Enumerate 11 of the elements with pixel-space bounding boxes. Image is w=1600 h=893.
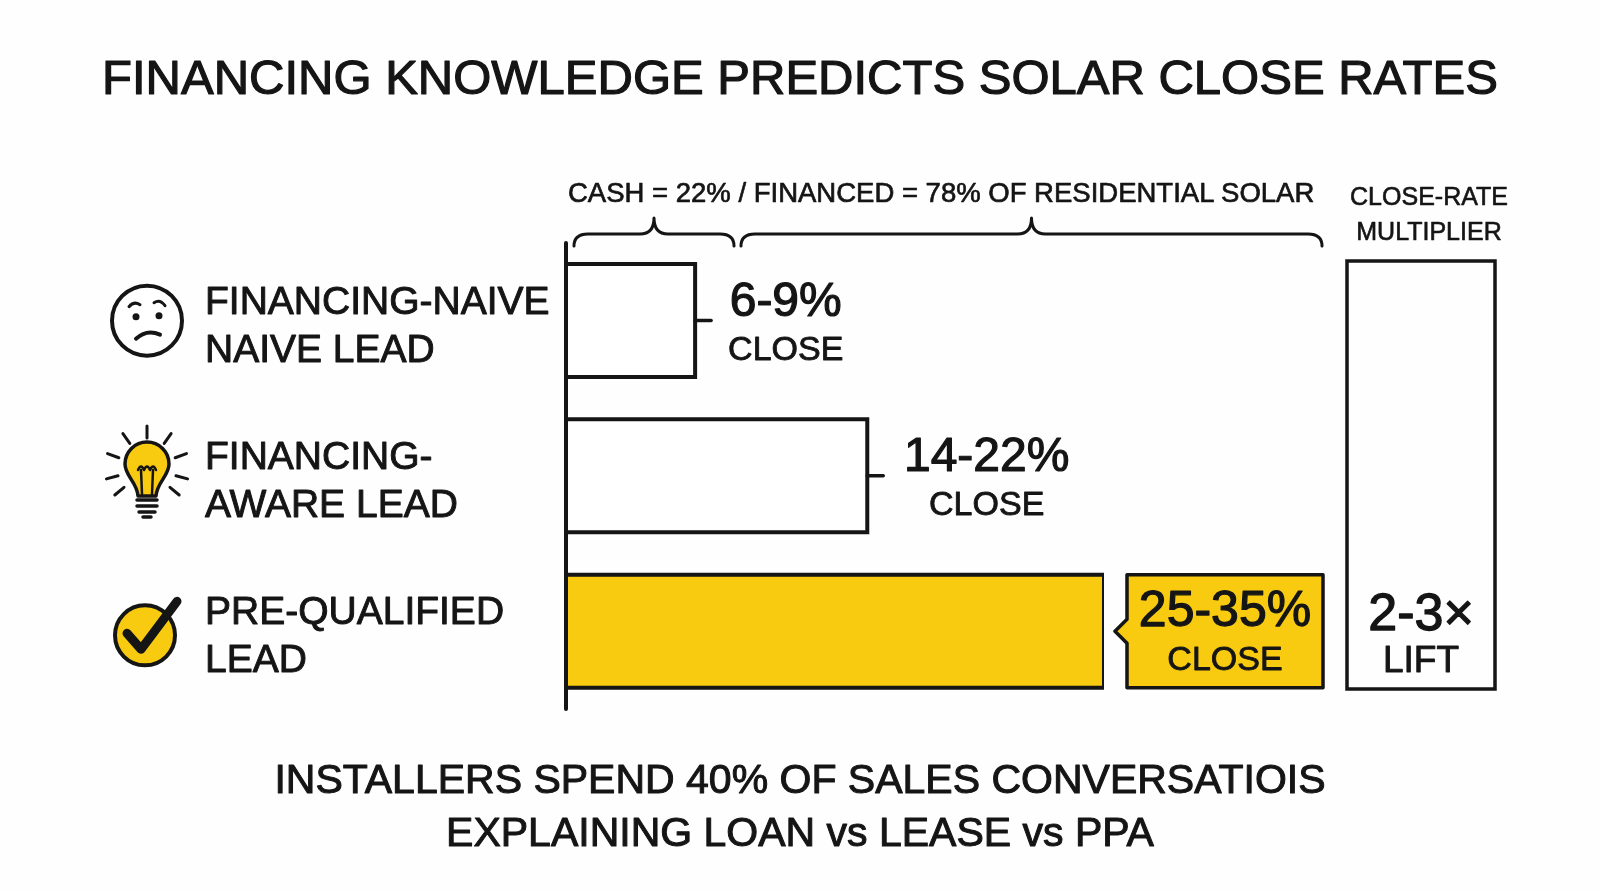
text: 2-3× LIFT — [1368, 583, 1474, 680]
y-tick-label: FINANCING-NAIVE NAIVE LEAD — [205, 278, 550, 370]
y-tick-label: FINANCING-AWARE LEAD — [205, 433, 458, 525]
data-label: 6-9% CLOSE — [728, 272, 844, 367]
y-tick-label: PRE-QUALIFIED LEAD — [205, 588, 505, 680]
data-label: 14-22% CLOSE — [903, 427, 1070, 522]
text: CASH = 22% / FINANCED = 78% OF RESIDENTIAL SOLAR — [568, 176, 1315, 208]
text: INSTALLERS SPEND 40% OF SALES CONVERSATIOIS EXPLAINING LOAN vs LEASE vs PPA — [274, 756, 1326, 855]
chart-title: FINANCING KNOWLEDGE PREDICTS SOLAR CLOSE RATES — [102, 50, 1498, 104]
data-label: 25-35% CLOSE — [1138, 581, 1312, 678]
text: CLOSE-RATE MULTIPLIER — [1350, 182, 1508, 245]
